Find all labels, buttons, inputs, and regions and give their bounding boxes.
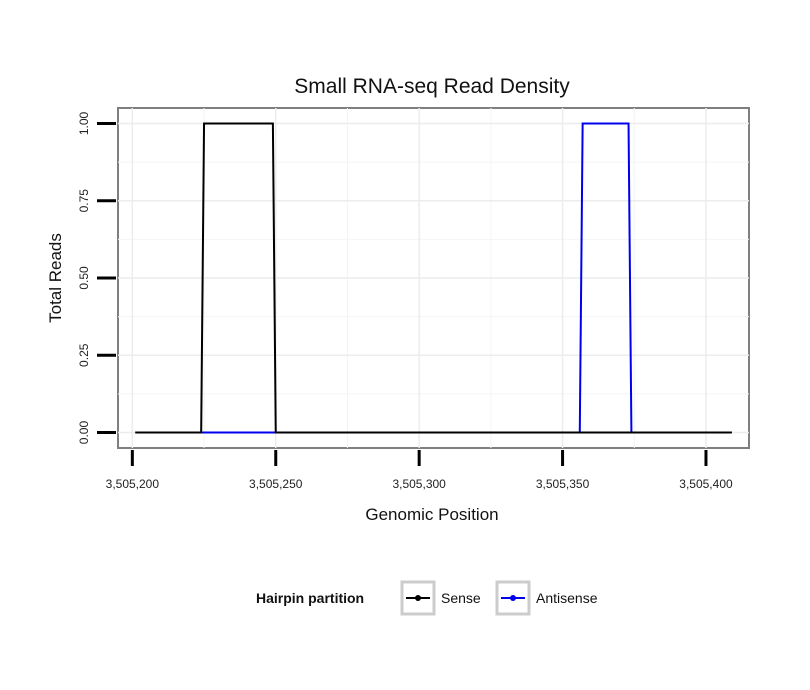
legend-title: Hairpin partition <box>256 590 364 606</box>
x-tick-label-3: 3,505,350 <box>536 477 590 491</box>
x-tick-label-0: 3,505,200 <box>106 477 160 491</box>
legend-label-antisense: Antisense <box>536 590 598 606</box>
y-tick-label-2: 0.50 <box>77 266 91 290</box>
chart-title: Small RNA-seq Read Density <box>294 75 570 98</box>
y-tick-label-1: 0.25 <box>77 343 91 367</box>
x-tick-label-2: 3,505,300 <box>392 477 446 491</box>
series-line-sense <box>135 122 732 434</box>
y-tick-label-0: 0.00 <box>77 421 91 445</box>
legend: Hairpin partition Sense Antisense <box>256 580 598 616</box>
legend-item-antisense: Antisense <box>495 580 598 616</box>
x-axis-title: Genomic Position <box>365 505 498 524</box>
legend-label-sense: Sense <box>441 590 481 606</box>
legend-point-sense <box>415 595 421 601</box>
series-lines <box>135 122 732 434</box>
legend-item-sense: Sense <box>400 580 481 616</box>
y-tick-label-4: 1.00 <box>77 111 91 135</box>
legend-point-antisense <box>510 595 516 601</box>
x-axis: 3,505,200 3,505,250 3,505,300 3,505,350 3,50… <box>106 450 733 491</box>
y-tick-label-3: 0.75 <box>77 189 91 213</box>
x-tick-label-4: 3,505,400 <box>679 477 733 491</box>
x-tick-label-1: 3,505,250 <box>249 477 303 491</box>
y-axis: 0.00 0.25 0.50 0.75 1.00 <box>77 111 116 444</box>
y-axis-title: Total Reads <box>46 233 65 323</box>
